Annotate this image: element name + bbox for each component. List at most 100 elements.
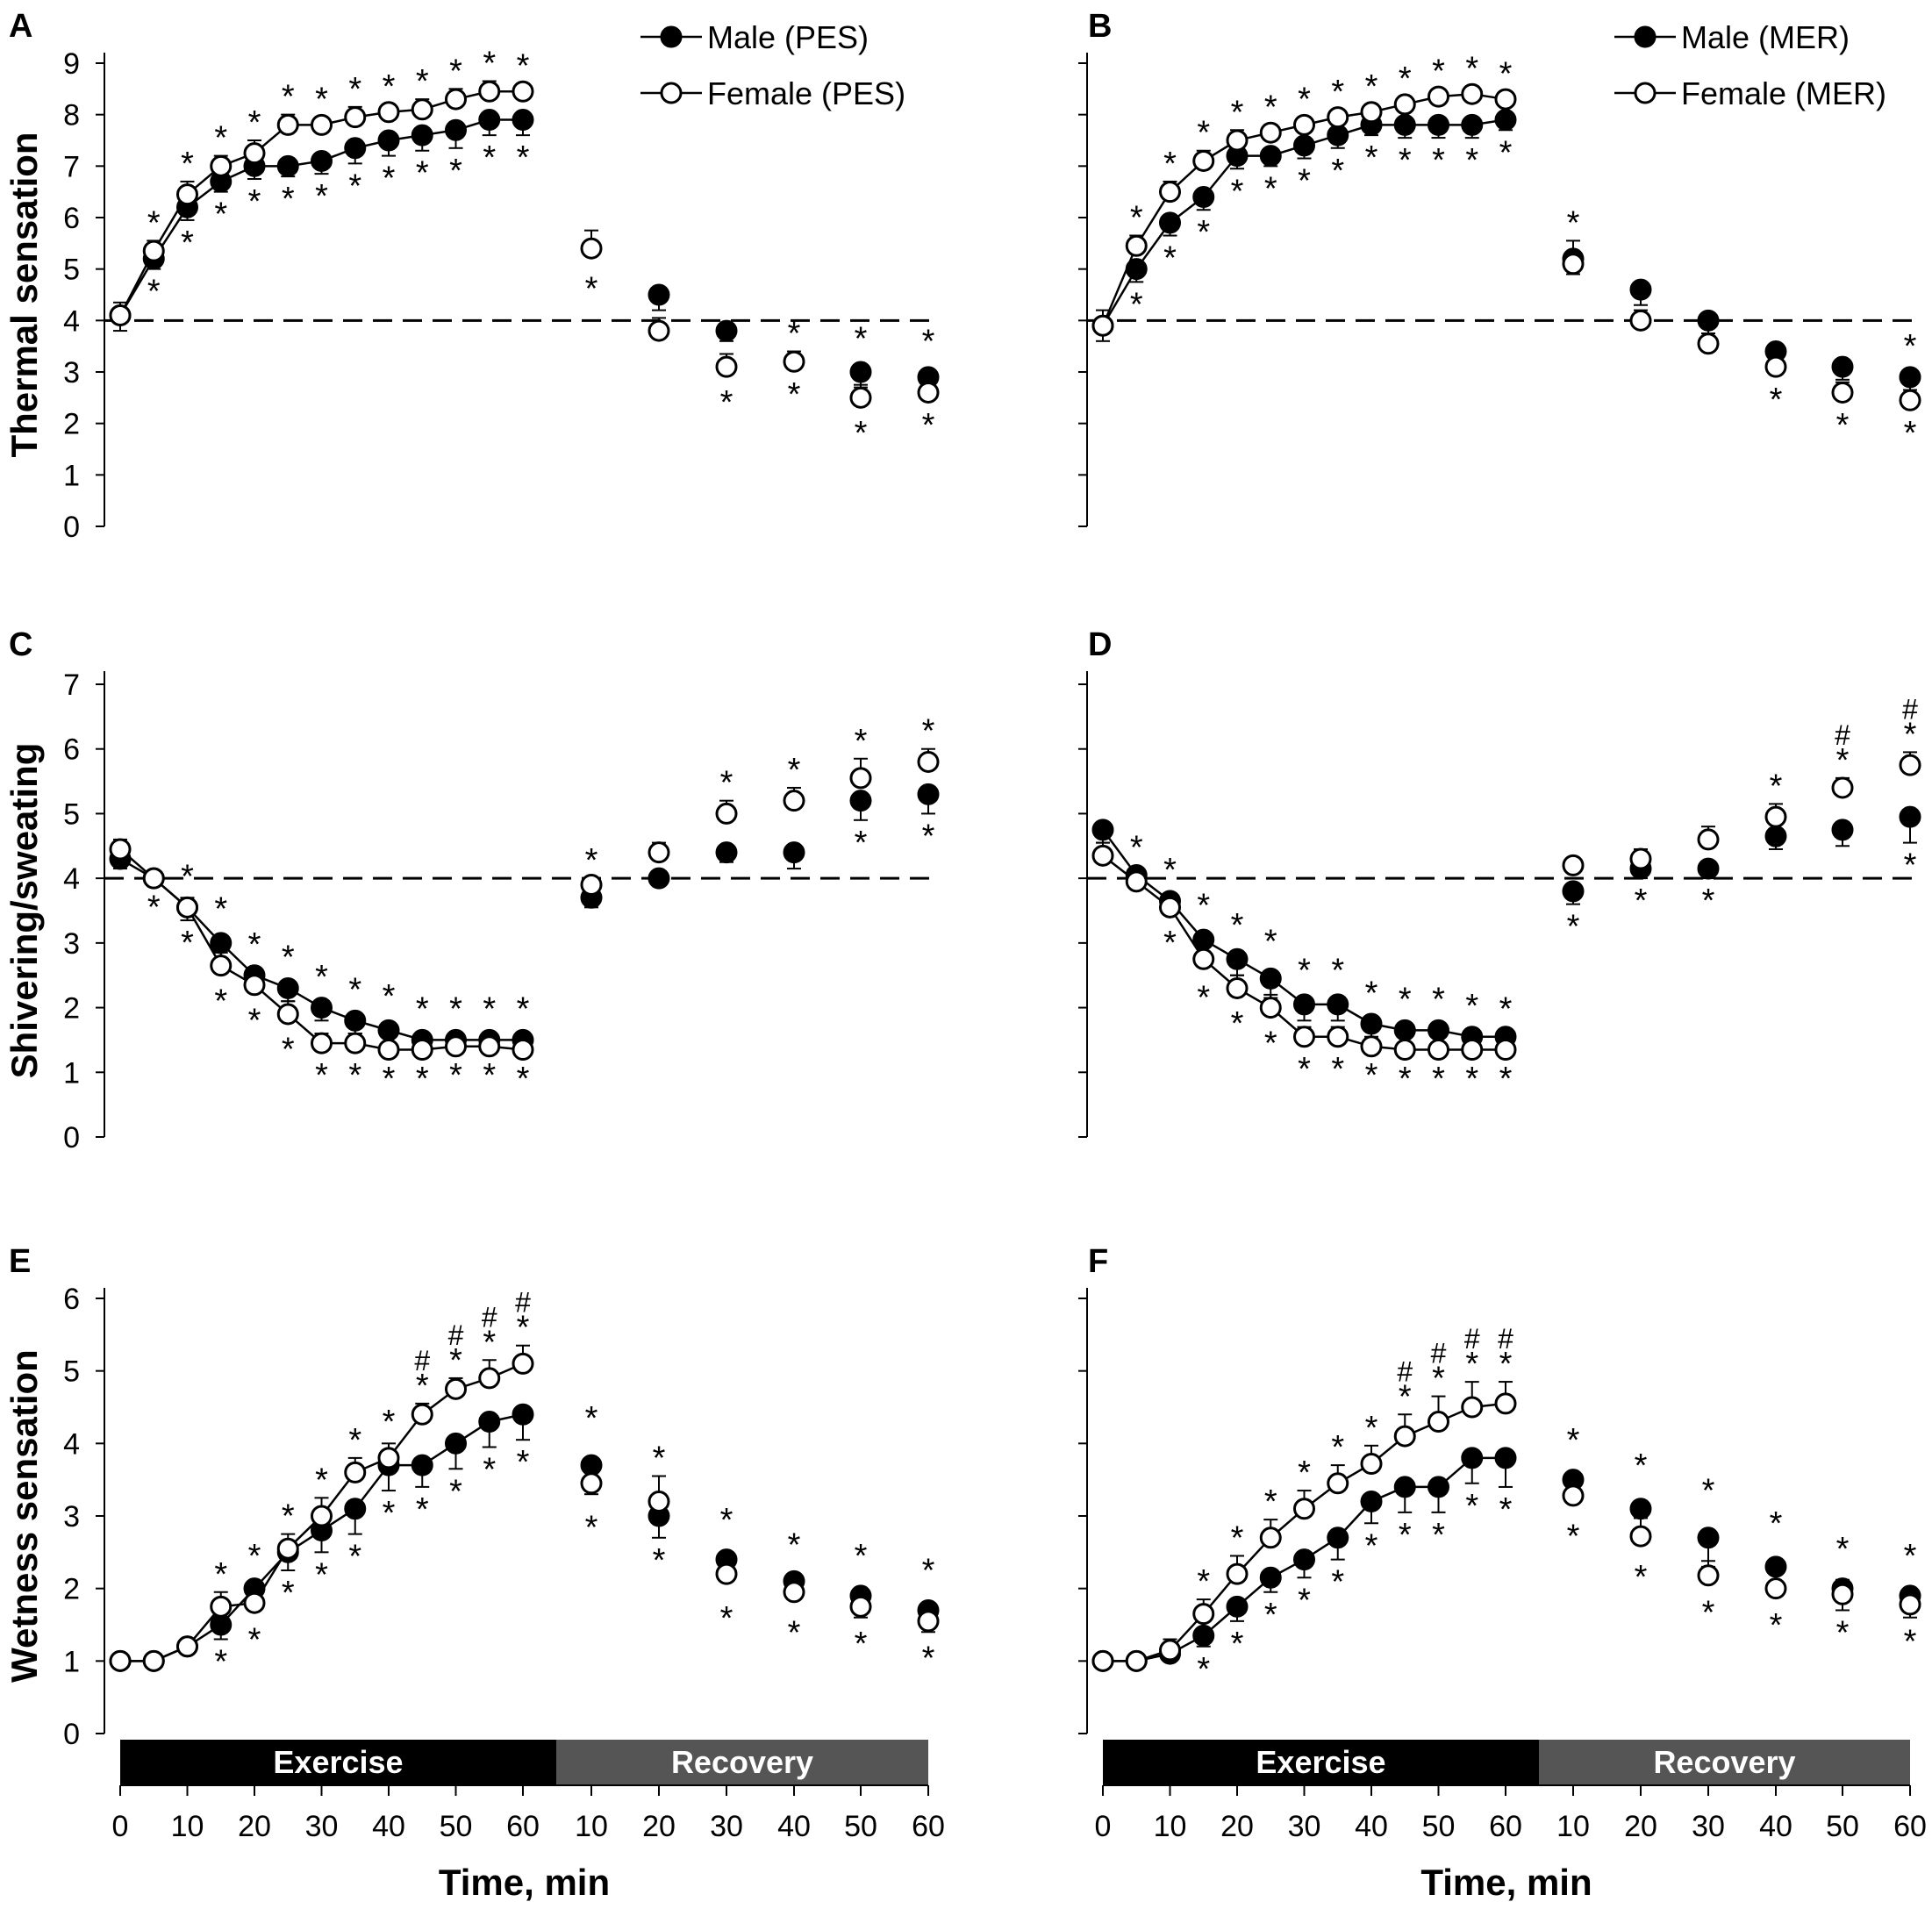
data-point-female: [276, 1003, 299, 1026]
data-point-female: [344, 1461, 367, 1484]
data-point-female: [1259, 1526, 1282, 1549]
significance-star: *: [1399, 61, 1412, 97]
x-axis-label: Time, min: [439, 1862, 610, 1903]
y-tick-label: 7: [63, 150, 80, 183]
data-point-male: [1259, 145, 1282, 168]
data-point-female: [1259, 997, 1282, 1019]
x-tick-label: 0: [1095, 1810, 1112, 1843]
significance-star: *: [1365, 1057, 1378, 1094]
significance-star: *: [517, 139, 530, 176]
data-point-male: [1226, 1595, 1249, 1618]
data-point-female: [411, 1403, 433, 1426]
phase-bar-recovery: [556, 1740, 928, 1785]
legend-label: Female (MER): [1681, 75, 1886, 111]
data-point-female-recovery: [849, 386, 872, 409]
data-point-male-recovery: [715, 319, 738, 342]
data-point-female: [1327, 1472, 1349, 1495]
significance-hash: #: [448, 1319, 464, 1351]
data-point-female-recovery: [580, 1472, 603, 1495]
significance-star: *: [383, 1495, 396, 1532]
significance-star: *: [449, 153, 462, 189]
panel-letter: F: [1088, 1243, 1108, 1280]
data-point-female: [1428, 1411, 1449, 1434]
significance-star: *: [1836, 742, 1850, 779]
significance-star: *: [1231, 907, 1244, 944]
significance-star: *: [1231, 173, 1244, 210]
significance-star: *: [383, 1061, 396, 1097]
significance-star: *: [483, 1451, 496, 1488]
x-tick-label: 40: [1355, 1810, 1388, 1843]
data-point-male: [276, 976, 299, 999]
data-point-male: [1494, 109, 1517, 132]
significance-star: *: [855, 320, 868, 357]
significance-star: *: [1163, 925, 1177, 962]
significance-star: *: [315, 1556, 328, 1593]
x-tick-label: 40: [1759, 1810, 1792, 1843]
data-point-female: [411, 98, 433, 121]
significance-hash: #: [1498, 1323, 1513, 1355]
significance-star: *: [1298, 1582, 1311, 1619]
significance-hash: #: [1835, 719, 1850, 751]
data-point-female: [243, 1591, 266, 1614]
significance-star: *: [1264, 1025, 1277, 1062]
significance-star: *: [416, 155, 429, 192]
data-point-female: [1461, 82, 1484, 105]
data-point-female: [142, 1649, 165, 1672]
significance-star: *: [248, 1538, 261, 1575]
data-point-female: [1360, 1452, 1383, 1475]
data-point-female-recovery: [648, 1490, 670, 1512]
significance-star: *: [1499, 1346, 1513, 1383]
significance-hash: #: [1902, 693, 1918, 725]
phase-label-recovery: Recovery: [1653, 1744, 1795, 1780]
significance-star: *: [1836, 1531, 1850, 1568]
data-point-female-recovery: [1764, 1577, 1787, 1600]
significance-star: *: [720, 384, 733, 421]
y-tick-label: 9: [63, 47, 80, 81]
significance-star: *: [416, 1368, 429, 1405]
significance-star: *: [1904, 415, 1917, 452]
significance-star: *: [1264, 1597, 1277, 1634]
data-point-female: [478, 80, 501, 103]
significance-star: *: [1432, 1361, 1445, 1398]
significance-star: *: [1163, 146, 1177, 182]
data-point-female: [1428, 85, 1449, 108]
significance-star: *: [282, 1032, 295, 1069]
significance-star: *: [1465, 1061, 1478, 1097]
significance-star: *: [855, 1626, 868, 1662]
significance-hash: #: [1397, 1355, 1413, 1387]
data-point-female-recovery: [1831, 381, 1854, 404]
data-point-male-recovery: [1831, 355, 1854, 378]
x-tick-label: 10: [1154, 1810, 1187, 1843]
significance-star: *: [449, 1057, 462, 1094]
data-point-female: [1461, 1396, 1484, 1419]
y-tick-label: 2: [63, 992, 80, 1026]
x-tick-label: 40: [777, 1810, 811, 1843]
data-point-female: [276, 1537, 299, 1560]
significance-star: *: [383, 1404, 396, 1441]
significance-star: *: [348, 1422, 361, 1459]
data-point-female: [210, 954, 233, 977]
significance-star: *: [1197, 1563, 1210, 1600]
significance-star: *: [383, 161, 396, 197]
data-point-female-recovery: [1831, 776, 1854, 799]
significance-star: *: [1298, 952, 1311, 989]
data-point-female: [377, 1038, 400, 1061]
data-point-male: [1360, 1012, 1383, 1035]
y-tick-label: 0: [63, 511, 80, 544]
y-tick-label: 2: [63, 1573, 80, 1606]
data-point-female: [478, 1367, 501, 1390]
data-point-male: [276, 154, 299, 177]
data-point-female: [1159, 1639, 1181, 1662]
significance-star: *: [1904, 1623, 1917, 1660]
y-tick-label: 6: [63, 1283, 80, 1316]
x-tick-label: 30: [1692, 1810, 1725, 1843]
significance-star: *: [1432, 142, 1445, 179]
data-point-female-recovery: [1831, 1583, 1854, 1605]
x-tick-label: 50: [1422, 1810, 1456, 1843]
x-tick-label: 10: [171, 1810, 204, 1843]
data-point-female: [1226, 976, 1249, 999]
data-point-male: [1494, 1447, 1517, 1469]
data-point-female-recovery: [648, 841, 670, 864]
significance-star: *: [1465, 988, 1478, 1025]
significance-star: *: [1904, 1538, 1917, 1575]
